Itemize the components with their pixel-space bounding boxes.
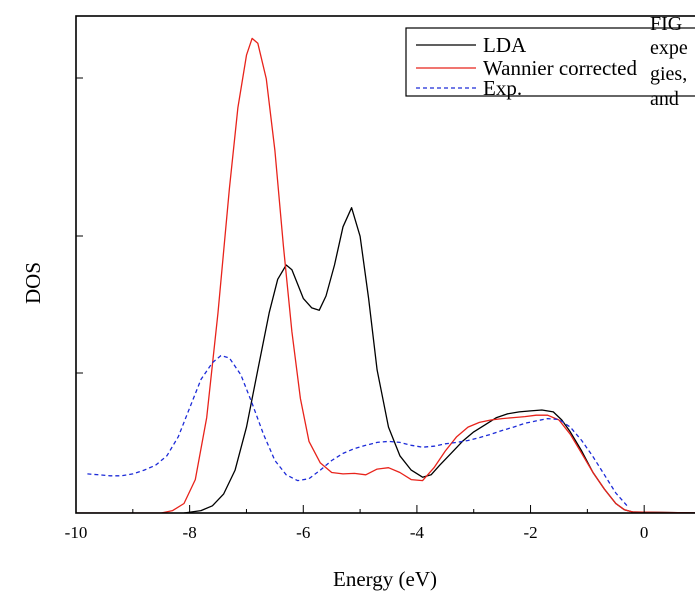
legend: LDA Wannier corrected Exp. (405, 27, 695, 100)
legend-label-exp: Exp. (483, 76, 522, 100)
x-tick-label: -6 (296, 523, 310, 542)
plot-frame (75, 15, 695, 514)
series-line-lda (183, 207, 695, 513)
x-axis-title: Energy (eV) (333, 567, 437, 591)
x-tick-label: 0 (640, 523, 649, 542)
y-axis-title: DOS (21, 262, 45, 304)
x-tick-label: -10 (65, 523, 88, 542)
legend-label-lda: LDA (483, 33, 527, 57)
legend-label-wannier: Wannier corrected (483, 56, 637, 80)
legend-box (405, 27, 695, 97)
x-tick-label: -4 (410, 523, 425, 542)
series-line-exp (87, 354, 628, 507)
caption-line: FIG (650, 13, 682, 35)
series-line-wannier-corrected (76, 37, 695, 513)
figure-caption-fragment: FIG expe gies, and (650, 13, 688, 110)
x-tick-label: -8 (183, 523, 197, 542)
caption-line: gies, (650, 63, 687, 85)
caption-line: expe (650, 37, 688, 59)
caption-line: and (650, 88, 679, 110)
x-tick-label: -2 (523, 523, 537, 542)
